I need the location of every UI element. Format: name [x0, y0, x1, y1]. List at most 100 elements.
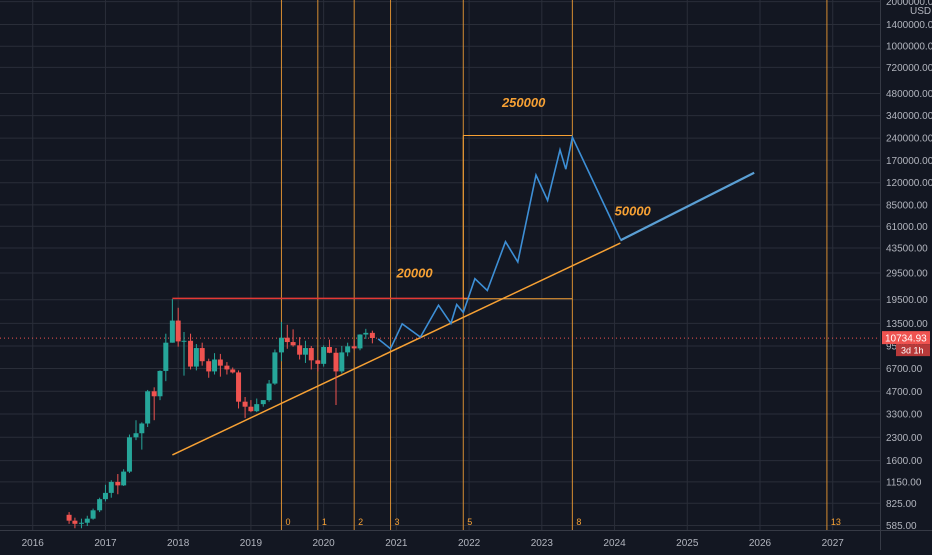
price-tick-label: 19500.00 [886, 295, 928, 306]
candle-body [97, 499, 103, 511]
candle-body [278, 337, 284, 353]
drawings-layer: 0 1 2 3 5 8 13 250000 20000 50000 [0, 0, 880, 530]
time-tick-label: 2019 [240, 538, 263, 549]
candle-body [169, 320, 175, 343]
candle-body [175, 320, 181, 342]
candle-body [108, 481, 114, 493]
candle-body [254, 404, 260, 412]
price-tick-label: 6700.00 [886, 364, 923, 375]
candle-body [315, 360, 321, 364]
candle-body [193, 348, 199, 367]
candle-body [272, 352, 278, 384]
candle-body [357, 334, 363, 349]
price-tick-label: 1000000.00 [886, 42, 932, 53]
candle-body [321, 347, 327, 364]
candle-body [297, 345, 303, 355]
fib-time-label: 3 [395, 517, 400, 527]
candle-body [369, 332, 375, 339]
candle-body [133, 433, 139, 438]
support-trendline [172, 242, 621, 456]
candle-body [333, 352, 339, 372]
price-tick-label: 43500.00 [886, 244, 928, 255]
time-tick-label: 2020 [313, 538, 336, 549]
fib-time-label: 8 [576, 517, 581, 527]
candle-body [345, 346, 351, 353]
candle-body [72, 520, 78, 524]
candle-body [242, 401, 248, 407]
candle-body [351, 346, 357, 349]
price-tick-label: 29500.00 [886, 269, 928, 280]
time-tick-label: 2027 [822, 538, 845, 549]
last-price-tag [882, 331, 930, 345]
price-tick-label: 825.00 [886, 499, 917, 510]
candle-body [157, 370, 163, 397]
candle-body [84, 518, 90, 523]
time-tick-label: 2022 [458, 538, 481, 549]
candle-body [217, 359, 223, 366]
price-tick-label: 2300.00 [886, 433, 923, 444]
price-tick-label: 170000.00 [886, 156, 932, 167]
candle-body [302, 348, 308, 355]
candle-body [121, 471, 127, 486]
time-tick-label: 2026 [749, 538, 772, 549]
candle-body [326, 347, 332, 353]
countdown-value: 3d 1h [901, 346, 924, 356]
fib-time-label: 13 [831, 517, 841, 527]
price-tick-label: 340000.00 [886, 111, 932, 122]
candle-body [266, 383, 272, 401]
countdown-tag [896, 344, 930, 357]
annotation-label: 250000 [501, 95, 546, 110]
fib-time-label: 0 [285, 517, 290, 527]
fib-time-label: 1 [322, 517, 327, 527]
candle-body [339, 352, 345, 372]
candles-layer [66, 299, 375, 529]
candle-body [363, 332, 369, 335]
candle-body [66, 514, 72, 521]
candle-body [206, 361, 212, 372]
price-tick-label: 240000.00 [886, 134, 932, 145]
candle-body [78, 522, 84, 524]
annotation-label: 20000 [395, 266, 433, 281]
candle-body [290, 342, 296, 346]
price-tick-label: 85000.00 [886, 200, 928, 211]
price-tick-label: 120000.00 [886, 178, 932, 189]
price-tick-label: 1150.00 [886, 477, 922, 488]
candle-body [248, 406, 254, 412]
last-price-value: 10734.93 [885, 334, 927, 345]
candle-body [126, 437, 132, 472]
candle-body [284, 337, 290, 343]
candle-body [181, 340, 187, 342]
time-tick-label: 2016 [22, 538, 45, 549]
price-tick-label: 585.00 [886, 521, 917, 532]
price-tick-label: 13500.00 [886, 319, 928, 330]
time-tick-label: 2024 [603, 538, 626, 549]
candle-body [151, 391, 157, 397]
candle-body [115, 481, 121, 486]
candle-body [260, 400, 266, 405]
candle-body [188, 340, 194, 367]
trendline-extension [619, 171, 755, 242]
price-tick-label: 1400000.00 [886, 20, 932, 31]
time-tick-label: 2025 [676, 538, 699, 549]
time-tick-label: 2017 [94, 538, 117, 549]
fib-time-label: 2 [358, 517, 363, 527]
price-tick-label: 2000000.00 [886, 0, 932, 8]
candle-body [145, 391, 151, 424]
price-tick-label: 4700.00 [886, 387, 923, 398]
price-tick-label: 480000.00 [886, 89, 932, 100]
candle-body [212, 359, 218, 372]
price-tick-label: 61000.00 [886, 222, 928, 233]
currency-label: USD [910, 6, 931, 17]
time-tick-label: 2021 [385, 538, 408, 549]
price-tick-label: 1600.00 [886, 456, 923, 467]
candle-body [199, 348, 205, 362]
time-tick-label: 2023 [531, 538, 554, 549]
time-tick-label: 2018 [167, 538, 190, 549]
candle-body [224, 365, 230, 370]
candle-body [236, 372, 242, 402]
candle-body [90, 510, 96, 519]
annotation-label: 50000 [615, 204, 652, 219]
